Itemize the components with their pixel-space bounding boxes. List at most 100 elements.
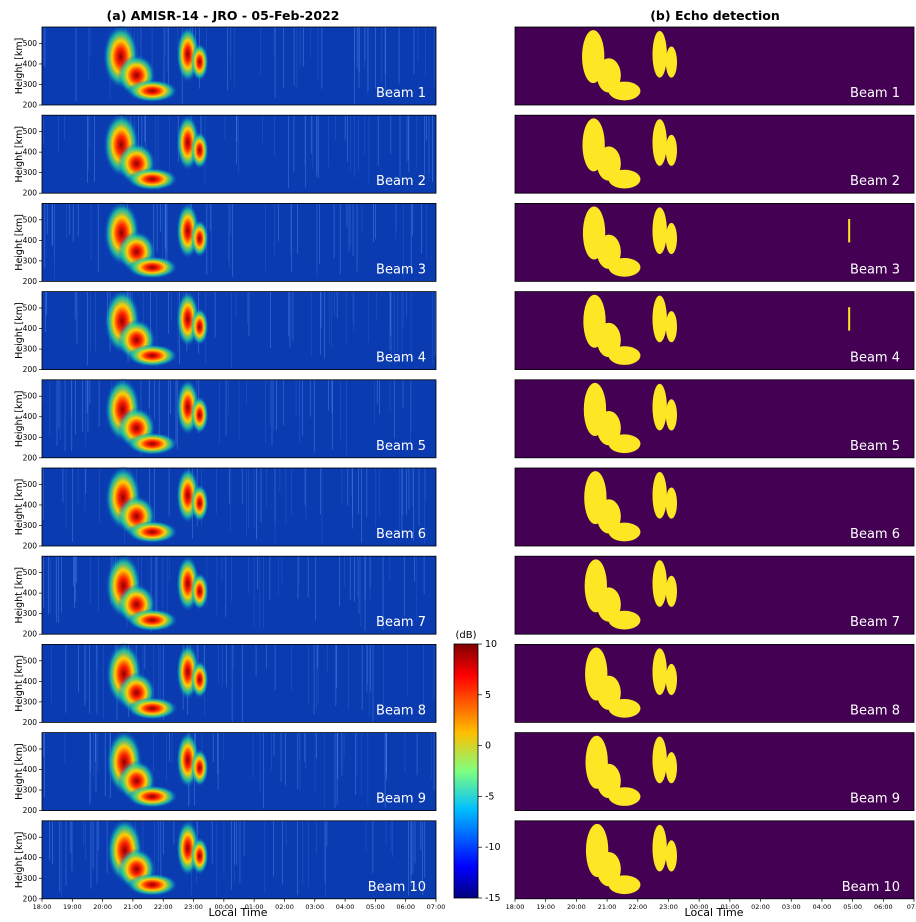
y-tick-label: 500: [23, 215, 38, 224]
x-tick-label: 22:00: [628, 903, 647, 911]
beam-label: Beam 10: [842, 880, 900, 895]
y-tick-label: 200: [23, 806, 38, 815]
y-tick-label: 300: [23, 433, 38, 442]
colorbar: (dB) 10 5 0 -5 -10 -15: [453, 630, 501, 904]
y-axis-label: Height [km]: [14, 832, 25, 889]
x-tick-label: 22:00: [154, 903, 173, 911]
y-tick-label: 400: [23, 500, 38, 509]
x-tick-label: 18:00: [506, 903, 525, 911]
right-chart-title: (b) Echo detection: [650, 8, 780, 23]
x-tick-label: 00:00: [214, 903, 233, 911]
y-tick-label: 400: [23, 589, 38, 598]
y-tick-label: 300: [23, 609, 38, 618]
x-tick-label: 06:00: [396, 903, 415, 911]
y-tick-label: 300: [23, 256, 38, 265]
y-axis-label: Height [km]: [14, 743, 25, 800]
beam-label: Beam 4: [376, 351, 426, 366]
colorbar-tick-label: 10: [485, 639, 497, 650]
right-x-axis: 18:00 19:00 20:00 21:00 22:00 23:00 00:00 01:00…: [506, 898, 916, 911]
y-axis-label: Height [km]: [14, 126, 25, 183]
y-tick-label: 400: [23, 236, 38, 245]
left-chart-title: (a) AMISR-14 - JRO - 05-Feb-2022: [107, 8, 340, 23]
y-tick-label: 500: [23, 656, 38, 665]
y-tick-label: 200: [23, 894, 38, 903]
left-x-axis: 18:00 19:00 20:00 21:00 22:00 23:00 00:00 01:00…: [33, 898, 446, 911]
y-tick-label: 400: [23, 148, 38, 157]
y-tick-label: 300: [23, 786, 38, 795]
left-x-axis-label: Local Time: [209, 906, 268, 919]
x-tick-label: 05:00: [366, 903, 385, 911]
y-tick-label: 300: [23, 345, 38, 354]
y-tick-label: 500: [23, 480, 38, 489]
x-tick-label: 03:00: [782, 903, 801, 911]
colorbar-tick-label: 5: [485, 690, 491, 701]
right-panels: Beam 1 Beam 2 Beam 3 Beam 4 Beam 5 Beam 6 Beam…: [514, 26, 915, 900]
colorbar-tick-label: -10: [485, 842, 501, 853]
x-tick-label: 07:0: [907, 903, 916, 911]
beam-label: Beam 9: [850, 792, 900, 807]
y-tick-label: 400: [23, 765, 38, 774]
beam-label: Beam 1: [850, 86, 900, 101]
x-tick-label: 21:00: [124, 903, 143, 911]
x-tick-label: 19:00: [536, 903, 555, 911]
beam-label: Beam 5: [376, 439, 426, 454]
right-panel-beam-6: Beam 6: [514, 467, 915, 547]
x-tick-label: 20:00: [93, 903, 112, 911]
x-tick-label: 00:00: [690, 903, 709, 911]
y-tick-label: 300: [23, 80, 38, 89]
right-panel-beam-7: Beam 7: [514, 555, 915, 635]
x-tick-label: 21:00: [598, 903, 617, 911]
x-tick-label: 18:00: [33, 903, 52, 911]
y-axis-label: Height [km]: [14, 479, 25, 536]
y-tick-label: 400: [23, 59, 38, 68]
y-tick-label: 500: [23, 392, 38, 401]
beam-label: Beam 8: [376, 703, 426, 718]
x-tick-label: 04:00: [336, 903, 355, 911]
beam-label: Beam 7: [376, 615, 426, 630]
y-tick-label: 200: [23, 365, 38, 374]
x-tick-label: 02:00: [751, 903, 770, 911]
y-tick-label: 500: [23, 127, 38, 136]
x-tick-label: 20:00: [567, 903, 586, 911]
x-tick-label: 01:00: [720, 903, 739, 911]
y-tick-label: 500: [23, 833, 38, 842]
x-tick-label: 03:00: [305, 903, 324, 911]
y-tick-label: 500: [23, 39, 38, 48]
beam-label: Beam 2: [850, 174, 900, 189]
y-tick-label: 300: [23, 874, 38, 883]
beam-label: Beam 6: [376, 527, 426, 542]
y-axis-label: Height [km]: [14, 567, 25, 624]
beam-label: Beam 5: [850, 439, 900, 454]
x-tick-label: 07:00: [427, 903, 446, 911]
right-panel-beam-1: Beam 1: [514, 26, 915, 106]
beam-label: Beam 9: [376, 792, 426, 807]
beam-label: Beam 3: [850, 262, 900, 277]
x-tick-label: 23:00: [184, 903, 203, 911]
y-tick-label: 200: [23, 101, 38, 110]
right-panel-beam-2: Beam 2: [514, 114, 915, 194]
y-tick-label: 200: [23, 277, 38, 286]
colorbar-tick-label: -15: [485, 893, 501, 904]
y-tick-label: 400: [23, 853, 38, 862]
y-tick-label: 200: [23, 189, 38, 198]
y-tick-label: 200: [23, 630, 38, 639]
x-tick-label: 04:00: [813, 903, 832, 911]
colorbar-gradient: [453, 643, 479, 899]
right-panel-beam-8: Beam 8: [514, 644, 915, 723]
x-tick-label: 02:00: [275, 903, 294, 911]
beam-label: Beam 10: [368, 880, 426, 895]
x-tick-label: 23:00: [659, 903, 678, 911]
y-axis-label: Height [km]: [14, 391, 25, 448]
right-panel-beam-4: Beam 4: [514, 291, 915, 371]
